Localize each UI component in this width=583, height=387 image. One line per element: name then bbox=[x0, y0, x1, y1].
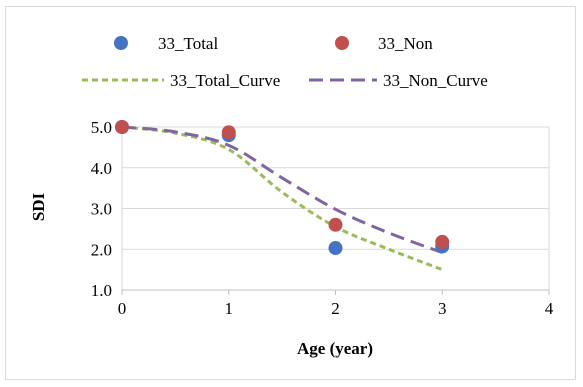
data-point-33-non bbox=[328, 217, 343, 232]
legend-label-total-curve: 33_Total_Curve bbox=[170, 71, 280, 90]
x-tick-label: 2 bbox=[331, 299, 340, 318]
x-tick-label: 1 bbox=[225, 299, 234, 318]
x-tick-label: 3 bbox=[438, 299, 447, 318]
y-tick-label: 5.0 bbox=[91, 118, 112, 137]
legend-marker-total bbox=[114, 36, 128, 50]
data-point-33-non bbox=[221, 125, 236, 140]
x-tick-label: 4 bbox=[545, 299, 554, 318]
y-tick-label: 4.0 bbox=[91, 159, 112, 178]
data-point-33-non bbox=[115, 120, 129, 134]
x-tick-label: 0 bbox=[118, 299, 127, 318]
chart-frame bbox=[5, 6, 576, 380]
x-axis-title: Age (year) bbox=[297, 339, 373, 358]
data-point-33-non bbox=[435, 234, 450, 249]
legend-label-total: 33_Total bbox=[158, 34, 218, 53]
y-tick-label: 2.0 bbox=[91, 240, 112, 259]
legend: 33_Total 33_Non 33_Total_Curve 33_Non_Cu… bbox=[82, 34, 488, 90]
legend-label-non: 33_Non bbox=[378, 34, 433, 53]
y-tick-label: 3.0 bbox=[91, 200, 112, 219]
y-tick-label: 1.0 bbox=[91, 281, 112, 300]
data-point-33-total bbox=[328, 241, 343, 256]
legend-marker-non bbox=[335, 36, 349, 50]
plot-area: 1.0 2.0 3.0 4.0 5.0 0 1 2 3 4 bbox=[91, 118, 554, 318]
series-line-33-total-curve bbox=[121, 125, 443, 272]
y-axis-title: SDI bbox=[29, 192, 48, 221]
series-line-33-non-curve bbox=[121, 125, 443, 254]
legend-label-non-curve: 33_Non_Curve bbox=[383, 71, 488, 90]
